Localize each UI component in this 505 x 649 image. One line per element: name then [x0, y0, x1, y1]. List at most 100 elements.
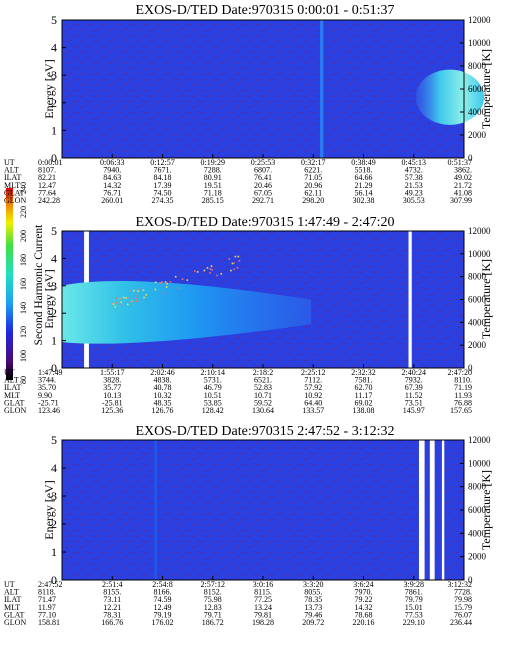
table-cell: 48.35	[154, 398, 172, 407]
table-cell: 12.21	[103, 603, 121, 612]
table-cell: 5731.	[204, 376, 222, 385]
dot	[136, 300, 139, 302]
table-cell: 13.24	[254, 603, 272, 612]
table-cell: 3:3:20	[303, 580, 323, 589]
table-cell: 79.71	[204, 610, 222, 619]
dot	[122, 296, 125, 299]
table-cell: 2:25:12	[301, 368, 325, 377]
table-cell: 57.92	[304, 383, 322, 392]
table-cell: 21.53	[405, 181, 423, 190]
dot	[125, 297, 127, 299]
table-cell: 2:54:8	[152, 580, 172, 589]
table-cell: 242.28	[38, 196, 60, 205]
ytick-right-label: 6000	[468, 84, 487, 94]
colorbar-label: Second Harmonic Current	[33, 224, 45, 346]
table-cell: 78.35	[304, 595, 322, 604]
table-cell: 8155.	[103, 588, 121, 597]
table-cell: 64.40	[304, 398, 322, 407]
dot	[160, 281, 163, 283]
table-cell: 76.41	[254, 173, 272, 182]
dot	[165, 286, 168, 288]
table-cell: 145.97	[403, 406, 425, 415]
dot	[135, 295, 137, 297]
dot	[209, 268, 212, 270]
dot	[181, 278, 184, 280]
table-cell: 79.22	[355, 595, 373, 604]
plasma-band	[62, 280, 312, 344]
table-cell: 79.98	[454, 595, 472, 604]
ytick-label: 2	[51, 517, 57, 531]
ytick-label: 0	[51, 573, 57, 587]
dot	[164, 281, 167, 283]
dot	[112, 303, 115, 306]
table-cell: 20.46	[254, 181, 272, 190]
table-row-label: UT	[4, 580, 15, 589]
table-cell: 75.98	[204, 595, 222, 604]
table-cell: 176.02	[152, 618, 174, 627]
table-cell: 49.02	[454, 173, 472, 182]
table-cell: 2:10:14	[201, 368, 225, 377]
table-cell: 0:25:53	[251, 158, 275, 167]
colorbar-tick-label: 180	[19, 254, 28, 266]
table-cell: 62.11	[304, 188, 322, 197]
table-cell: 12.49	[154, 603, 172, 612]
table-cell: 0:45:13	[402, 158, 426, 167]
table-cell: 2:32:32	[351, 368, 375, 377]
ytick-right-label: 2000	[468, 130, 487, 140]
ytick-label: 1	[51, 334, 57, 348]
table-cell: 57.38	[405, 173, 423, 182]
table-cell: 46.79	[204, 383, 222, 392]
dot	[130, 301, 133, 303]
table-row-label: MLT	[4, 603, 20, 612]
table-cell: 84.18	[154, 173, 172, 182]
table-cell: 52.83	[254, 383, 272, 392]
ytick-right-label: 10000	[468, 458, 491, 468]
table-cell: 79.79	[405, 595, 423, 604]
panel-3-title: EXOS-D/TED Date:970315 2:47:52 - 3:12:32	[136, 424, 395, 439]
ytick-right-label: 10000	[468, 38, 491, 48]
dot	[238, 259, 241, 262]
table-cell: 7861.	[405, 588, 423, 597]
table-cell: 35.77	[103, 383, 121, 392]
table-cell: 49.23	[405, 188, 423, 197]
table-cell: 3862.	[454, 166, 472, 175]
data-gap	[441, 440, 445, 580]
table-cell: 123.46	[38, 406, 60, 415]
data-gap	[408, 231, 412, 368]
dot	[174, 275, 177, 278]
dot	[196, 271, 199, 273]
table-cell: 220.16	[353, 618, 375, 627]
table-row-label: MLT	[4, 391, 20, 400]
panel-3-ylabel: Energy [eV]	[42, 480, 56, 539]
table-cell: 8166.	[154, 588, 172, 597]
ytick-right-label: 8000	[468, 272, 487, 282]
table-cell: 77.10	[38, 610, 56, 619]
dot	[210, 265, 213, 267]
table-cell: 6221.	[304, 166, 322, 175]
ytick-right-label: 8000	[468, 482, 487, 492]
ytick-right-label: 0	[468, 153, 473, 163]
ytick-right-label: 8000	[468, 61, 487, 71]
table-cell: 8110.	[454, 376, 472, 385]
ytick-label: 4	[51, 41, 57, 55]
table-cell: 19.51	[204, 181, 222, 190]
table-cell: 0:06:33	[100, 158, 124, 167]
table-cell: 10.51	[204, 391, 222, 400]
table-cell: 15.79	[454, 603, 472, 612]
ytick-right-label: 0	[468, 575, 473, 585]
ytick-right-label: 6000	[468, 505, 487, 515]
ytick-right-label: 4000	[468, 528, 487, 538]
table-cell: 8118.	[38, 588, 56, 597]
table-cell: 82.21	[38, 173, 56, 182]
ytick-right-label: 2000	[468, 552, 487, 562]
plasma-blob	[415, 69, 484, 125]
table-cell: 3:0:16	[253, 580, 273, 589]
colorbar-tick-label: 80	[19, 376, 28, 384]
table-cell: 0:51:37	[448, 158, 472, 167]
table-row-label: GLON	[4, 196, 26, 205]
dot	[143, 296, 145, 299]
table-cell: 12.47	[38, 181, 56, 190]
dot	[231, 262, 234, 265]
dot	[138, 287, 141, 290]
table-cell: 302.38	[353, 196, 375, 205]
